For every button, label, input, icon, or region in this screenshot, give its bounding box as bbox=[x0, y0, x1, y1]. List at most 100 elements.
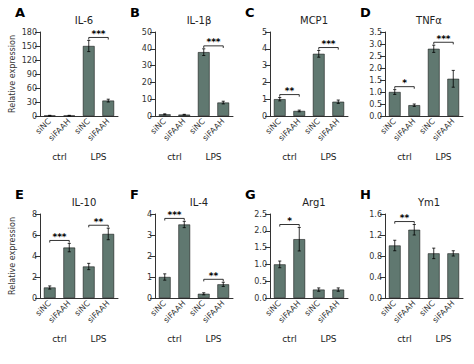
svg-text:IL-10: IL-10 bbox=[72, 197, 97, 208]
svg-text:siFAAH: siFAAH bbox=[162, 117, 188, 143]
svg-text:siFAAH: siFAAH bbox=[392, 117, 418, 143]
svg-text:50: 50 bbox=[142, 28, 152, 37]
svg-text:4: 4 bbox=[262, 44, 267, 53]
svg-text:***: *** bbox=[91, 29, 105, 39]
svg-text:120: 120 bbox=[22, 56, 37, 65]
svg-text:siFAAH: siFAAH bbox=[201, 117, 227, 143]
svg-text:1.5: 1.5 bbox=[254, 243, 267, 252]
svg-text:30: 30 bbox=[142, 61, 152, 70]
svg-text:LPS: LPS bbox=[90, 334, 106, 344]
svg-text:siFAAH: siFAAH bbox=[86, 299, 112, 325]
svg-text:A: A bbox=[15, 5, 25, 20]
svg-text:60: 60 bbox=[27, 84, 37, 93]
svg-text:3.5: 3.5 bbox=[369, 28, 382, 37]
svg-text:2.0: 2.0 bbox=[254, 226, 267, 235]
svg-text:0: 0 bbox=[32, 294, 37, 303]
svg-text:***: *** bbox=[436, 34, 450, 44]
svg-text:Relative expression: Relative expression bbox=[8, 217, 17, 295]
svg-text:Arg1: Arg1 bbox=[302, 197, 326, 208]
svg-text:2: 2 bbox=[32, 273, 37, 282]
svg-text:180: 180 bbox=[22, 28, 37, 37]
svg-text:E: E bbox=[15, 187, 24, 202]
svg-text:150: 150 bbox=[22, 42, 37, 51]
svg-text:**: ** bbox=[285, 86, 295, 96]
svg-text:0.5: 0.5 bbox=[369, 100, 382, 109]
svg-text:1.0: 1.0 bbox=[254, 260, 267, 269]
svg-text:TNFα: TNFα bbox=[415, 15, 442, 26]
svg-text:***: *** bbox=[206, 37, 220, 47]
svg-text:ctrl: ctrl bbox=[282, 334, 297, 344]
svg-text:C: C bbox=[245, 5, 255, 20]
svg-text:40: 40 bbox=[142, 44, 152, 53]
svg-text:**: ** bbox=[209, 271, 219, 281]
svg-text:0: 0 bbox=[32, 112, 37, 121]
svg-text:LPS: LPS bbox=[205, 334, 221, 344]
svg-text:0: 0 bbox=[147, 294, 152, 303]
svg-text:LPS: LPS bbox=[320, 334, 336, 344]
svg-text:ctrl: ctrl bbox=[52, 334, 67, 344]
svg-text:2.5: 2.5 bbox=[254, 210, 267, 219]
svg-text:0: 0 bbox=[262, 112, 267, 121]
svg-text:LPS: LPS bbox=[435, 152, 451, 162]
svg-text:LPS: LPS bbox=[435, 334, 451, 344]
svg-text:0: 0 bbox=[147, 112, 152, 121]
svg-text:siFAAH: siFAAH bbox=[392, 299, 418, 325]
svg-text:**: ** bbox=[94, 217, 104, 227]
svg-text:2: 2 bbox=[147, 252, 152, 261]
svg-text:**: ** bbox=[400, 213, 410, 223]
svg-text:siFAAH: siFAAH bbox=[277, 299, 303, 325]
svg-text:ctrl: ctrl bbox=[397, 334, 412, 344]
svg-text:siFAAH: siFAAH bbox=[277, 117, 303, 143]
svg-text:1: 1 bbox=[262, 95, 267, 104]
svg-text:G: G bbox=[245, 187, 256, 202]
svg-text:0.4: 0.4 bbox=[369, 273, 382, 282]
svg-text:B: B bbox=[130, 5, 140, 20]
svg-text:siFAAH: siFAAH bbox=[201, 299, 227, 325]
svg-text:3.0: 3.0 bbox=[369, 40, 382, 49]
svg-text:siFAAH: siFAAH bbox=[431, 117, 457, 143]
svg-text:LPS: LPS bbox=[205, 152, 221, 162]
svg-text:20: 20 bbox=[142, 78, 152, 87]
svg-text:0.8: 0.8 bbox=[369, 252, 382, 261]
svg-text:1.0: 1.0 bbox=[369, 88, 382, 97]
svg-text:90: 90 bbox=[27, 70, 37, 79]
svg-text:ctrl: ctrl bbox=[282, 152, 297, 162]
svg-text:10: 10 bbox=[142, 95, 152, 104]
svg-text:Ym1: Ym1 bbox=[417, 197, 440, 208]
svg-text:*: * bbox=[287, 216, 292, 226]
svg-text:1.5: 1.5 bbox=[369, 76, 382, 85]
svg-text:3: 3 bbox=[147, 231, 152, 240]
svg-text:siFAAH: siFAAH bbox=[47, 117, 73, 143]
svg-text:0.0: 0.0 bbox=[369, 294, 382, 303]
svg-text:***: *** bbox=[321, 39, 335, 49]
svg-text:2: 2 bbox=[262, 78, 267, 87]
svg-text:***: *** bbox=[52, 232, 66, 242]
svg-text:0.5: 0.5 bbox=[254, 277, 267, 286]
svg-text:siFAAH: siFAAH bbox=[316, 117, 342, 143]
svg-text:4: 4 bbox=[147, 210, 152, 219]
svg-text:0.0: 0.0 bbox=[254, 294, 267, 303]
svg-text:IL-4: IL-4 bbox=[190, 197, 208, 208]
svg-text:D: D bbox=[360, 5, 371, 20]
svg-text:siFAAH: siFAAH bbox=[431, 299, 457, 325]
svg-text:5: 5 bbox=[262, 28, 267, 37]
svg-text:2.0: 2.0 bbox=[369, 64, 382, 73]
svg-text:siFAAH: siFAAH bbox=[86, 117, 112, 143]
svg-text:***: *** bbox=[167, 210, 181, 220]
svg-text:0.0: 0.0 bbox=[369, 112, 382, 121]
svg-text:siFAAH: siFAAH bbox=[316, 299, 342, 325]
svg-text:1.6: 1.6 bbox=[369, 210, 382, 219]
svg-text:siFAAH: siFAAH bbox=[162, 299, 188, 325]
svg-text:IL-1β: IL-1β bbox=[187, 15, 212, 26]
svg-text:ctrl: ctrl bbox=[167, 152, 182, 162]
svg-text:ctrl: ctrl bbox=[397, 152, 412, 162]
svg-text:2.5: 2.5 bbox=[369, 52, 382, 61]
svg-text:4: 4 bbox=[32, 252, 37, 261]
svg-text:3: 3 bbox=[262, 61, 267, 70]
svg-text:H: H bbox=[360, 187, 371, 202]
svg-text:LPS: LPS bbox=[90, 152, 106, 162]
svg-text:*: * bbox=[402, 78, 407, 88]
svg-text:1.2: 1.2 bbox=[369, 231, 382, 240]
svg-text:ctrl: ctrl bbox=[167, 334, 182, 344]
svg-text:F: F bbox=[130, 187, 139, 202]
